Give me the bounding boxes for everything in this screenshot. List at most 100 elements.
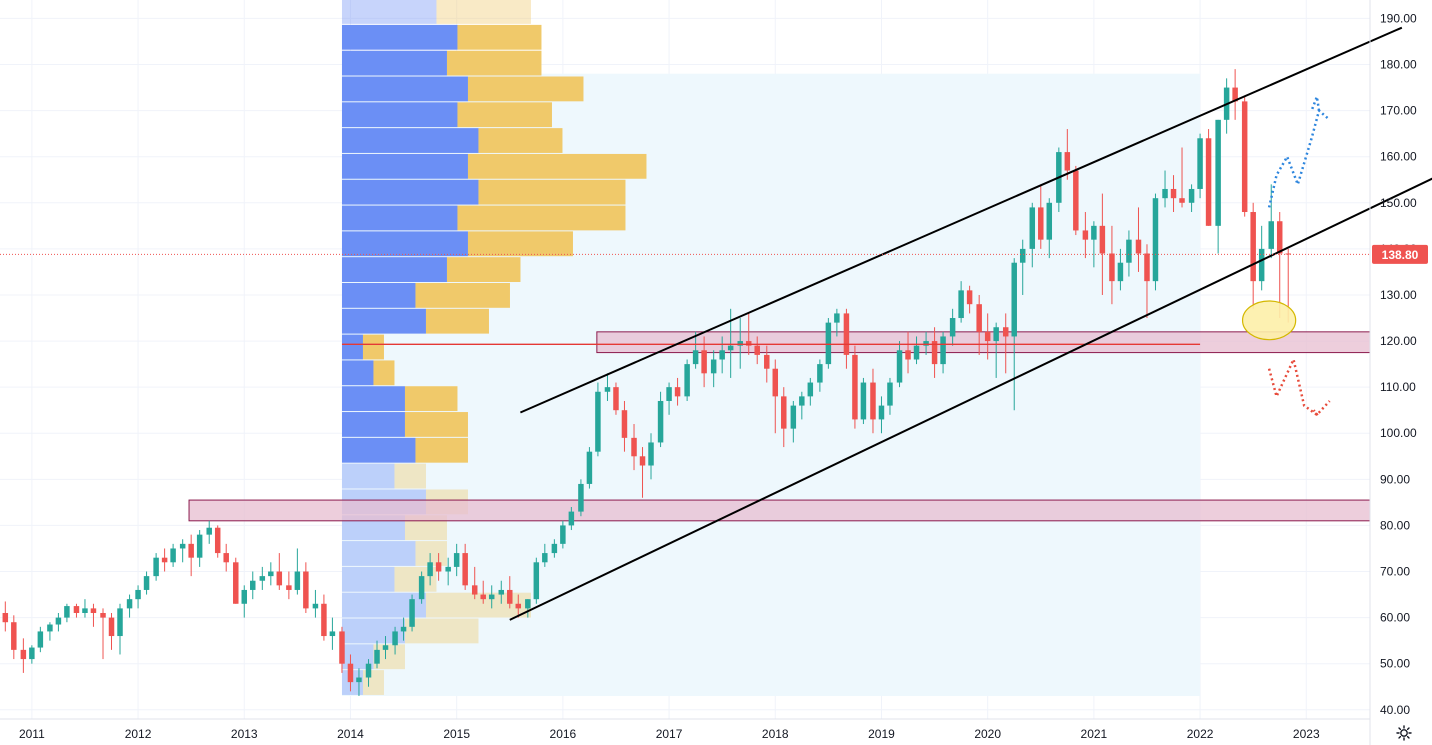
volume-bar-up: [341, 463, 395, 489]
candle-body: [817, 364, 823, 383]
candle-body: [515, 603, 522, 609]
volume-bar-down: [478, 128, 563, 153]
candle-body: [799, 396, 805, 406]
candle-body: [108, 617, 115, 637]
candle-body: [1038, 207, 1044, 240]
volume-bar-up: [341, 360, 374, 386]
x-tick-label: 2015: [443, 727, 470, 741]
candle-body: [692, 350, 699, 365]
volume-bar-up: [341, 386, 405, 412]
candle-body: [993, 327, 999, 342]
forecast-up-path: [1267, 108, 1331, 208]
candle-body: [356, 677, 362, 683]
candle-body: [613, 387, 619, 411]
candle-body: [719, 350, 725, 360]
candle-body: [392, 631, 398, 646]
time-axis[interactable]: 2011 2012 2013 2014 2015 2016 2017 2018 2019 2020…: [19, 727, 1320, 741]
candle-body: [1064, 152, 1071, 171]
volume-bar-down: [373, 360, 395, 386]
candle-body: [55, 617, 62, 625]
channel-line: [509, 177, 1432, 621]
y-tick-label: 100.00: [1380, 426, 1417, 440]
candle-body: [11, 622, 17, 650]
candle-body: [250, 580, 256, 590]
candle-body: [745, 341, 752, 346]
candle-body: [268, 571, 274, 577]
candle-body: [913, 345, 920, 360]
trend-channel-lines[interactable]: [0, 26, 1432, 621]
y-tick-label: 180.00: [1380, 58, 1417, 72]
forecast-up-arrowhead: [1310, 91, 1321, 112]
volume-bar-up: [341, 0, 437, 24]
x-tick-label: 2019: [868, 727, 895, 741]
candle-body: [382, 645, 389, 650]
volume-bar-down: [404, 386, 458, 412]
candle-body: [126, 599, 133, 609]
y-tick-label: 150.00: [1380, 196, 1417, 210]
y-tick-label: 90.00: [1380, 472, 1410, 486]
candle-body: [852, 354, 858, 420]
candle-body: [542, 553, 548, 563]
settings-gear-icon[interactable]: [1394, 724, 1414, 742]
y-tick-label: 60.00: [1380, 611, 1410, 625]
annotations[interactable]: [1241, 91, 1331, 418]
candle-body: [684, 364, 690, 397]
x-tick-label: 2013: [231, 727, 258, 741]
candle-body: [754, 345, 760, 355]
highlight-ellipse: [1241, 300, 1297, 341]
volume-bar-up: [341, 282, 416, 308]
candle-body: [276, 571, 283, 586]
candle-body: [923, 341, 929, 346]
candle-body: [710, 359, 717, 374]
candle-body: [409, 599, 415, 627]
candle-body: [241, 589, 248, 604]
candle-body: [418, 576, 425, 600]
y-tick-label: 110.00: [1380, 380, 1416, 394]
volume-bar-down: [394, 463, 426, 489]
candle-body: [657, 400, 664, 443]
volume-bar-up: [341, 50, 447, 76]
volume-bar-down: [446, 257, 521, 282]
candle-body: [1002, 327, 1009, 337]
candle-body: [701, 350, 707, 374]
candle-body: [790, 405, 797, 429]
candle-body: [533, 562, 540, 600]
volume-bar-down: [467, 76, 584, 102]
x-tick-label: 2017: [656, 727, 683, 741]
candle-body: [135, 589, 141, 600]
volume-bar-up: [341, 412, 405, 437]
candle-body: [1258, 248, 1265, 282]
candle-body: [153, 557, 159, 577]
volume-bar-down: [446, 50, 542, 76]
volume-bar-up: [341, 24, 458, 50]
candle-body: [631, 437, 637, 457]
volume-bar-up: [341, 566, 395, 592]
candle-body: [1268, 221, 1274, 249]
volume-bar-down: [404, 618, 479, 644]
price-axis[interactable]: 40.00 50.00 60.00 70.00 80.00 90.00 100.00 110.…: [1380, 11, 1417, 716]
candle-body: [1046, 202, 1053, 240]
candle-body: [435, 562, 442, 572]
candle-body: [1091, 225, 1097, 240]
candle-body: [1029, 207, 1036, 249]
y-tick-label: 40.00: [1380, 703, 1410, 717]
volume-bar-up: [341, 179, 479, 205]
candle-body: [233, 562, 239, 604]
candle-body: [1197, 138, 1203, 189]
candle-body: [1170, 188, 1177, 199]
candle-body: [321, 603, 327, 637]
candle-body: [445, 566, 451, 572]
candle-body: [764, 354, 770, 369]
candle-body: [648, 442, 654, 466]
x-tick-label: 2016: [550, 727, 577, 741]
support-resistance-zones[interactable]: [188, 331, 1371, 522]
candle-body: [1241, 101, 1248, 213]
candle-body: [1073, 170, 1079, 231]
candle-body: [206, 527, 212, 535]
x-tick-label: 2021: [1081, 727, 1108, 741]
candle-body: [674, 387, 681, 397]
candle-body: [170, 548, 176, 563]
candle-body: [462, 553, 468, 586]
candle-body: [639, 456, 646, 466]
